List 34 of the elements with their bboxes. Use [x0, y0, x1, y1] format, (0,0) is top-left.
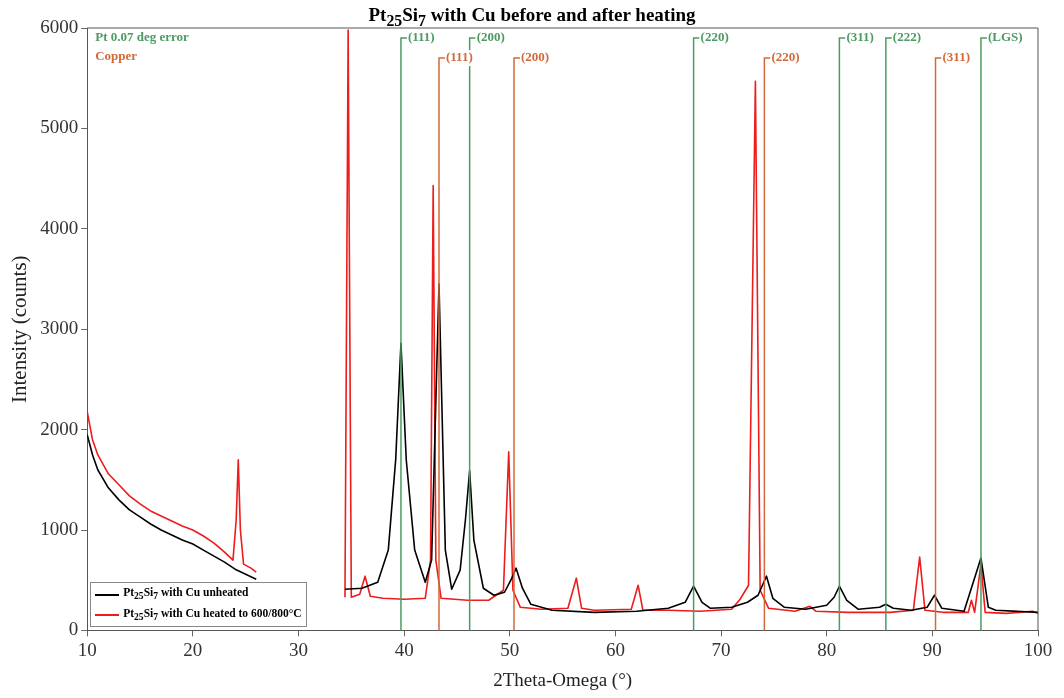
- x-tick-label: 30: [288, 638, 308, 660]
- annotation: (200): [476, 29, 505, 45]
- annotation: (111): [407, 29, 435, 45]
- x-tick-label: 90: [922, 638, 942, 660]
- annotation: Pt 0.07 deg error: [95, 29, 190, 45]
- annotation: (220): [771, 49, 800, 65]
- y-tick-label: 2000: [40, 417, 79, 439]
- legend-label: Pt$_{25}$Si$_{7}$ with Cu heated to 600/800°C: [123, 605, 302, 624]
- annotation: (311): [846, 29, 874, 45]
- y-tick-label: 1000: [40, 517, 79, 539]
- x-tick-label: 40: [394, 638, 414, 660]
- x-tick-label: 50: [500, 638, 520, 660]
- annotation: (111): [446, 49, 473, 65]
- legend-label: Pt$_{25}$Si$_{7}$ with Cu unheated: [123, 585, 249, 604]
- y-axis-title: Intensity (counts): [7, 255, 32, 403]
- annotation: (200): [521, 49, 550, 65]
- annotation: (311): [942, 49, 970, 65]
- x-axis-title: 2Theta-Omega (°): [493, 668, 633, 691]
- x-tick-label: 70: [711, 638, 731, 660]
- annotation: Copper: [95, 48, 138, 64]
- y-tick-label: 0: [68, 618, 79, 640]
- annotation: (LGS): [987, 29, 1023, 45]
- x-tick-label: 100: [1023, 638, 1053, 660]
- x-tick-label: 20: [183, 638, 203, 660]
- y-tick-label: 5000: [40, 116, 79, 138]
- x-tick-label: 80: [817, 638, 837, 660]
- annotation: (222): [892, 29, 922, 45]
- y-tick-label: 3000: [40, 317, 79, 339]
- x-tick-label: 60: [605, 638, 625, 660]
- annotation: (220): [700, 29, 729, 45]
- chart-title: Pt$_{25}$Si$_{7}$ with Cu before and after heating: [368, 4, 696, 29]
- y-tick-label: 6000: [40, 15, 79, 37]
- y-tick-label: 4000: [40, 216, 79, 238]
- x-tick-label: 10: [77, 638, 97, 660]
